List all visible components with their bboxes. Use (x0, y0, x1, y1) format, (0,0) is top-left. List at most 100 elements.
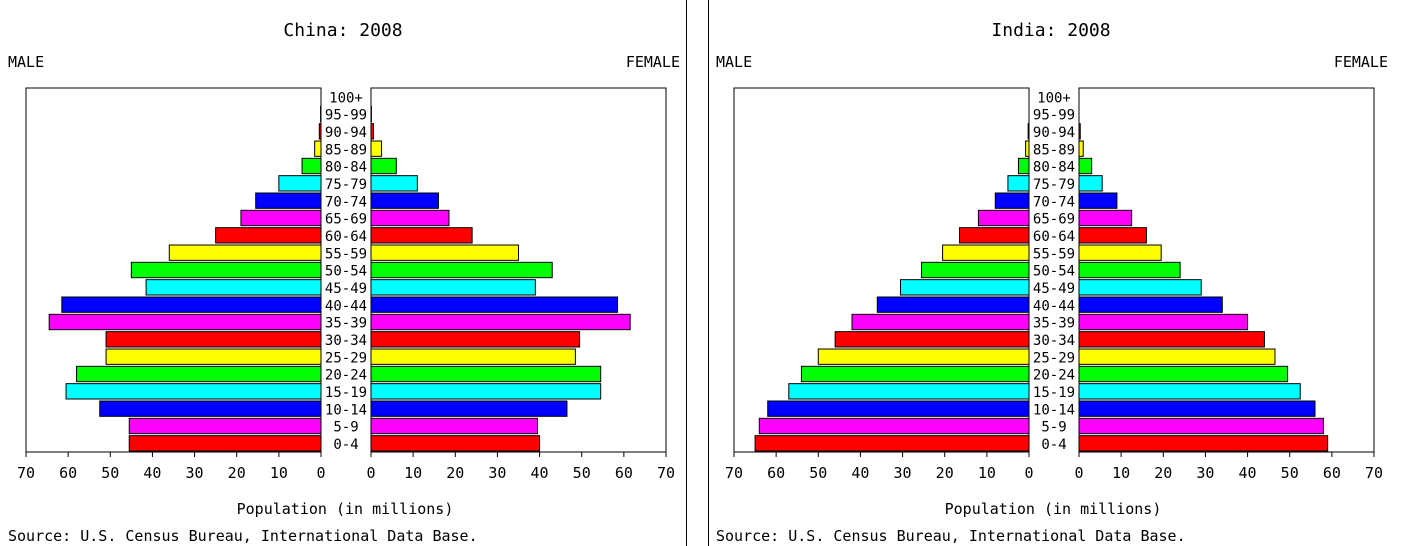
female-bar-35-39 (370, 313, 631, 331)
female-bar-85-89 (370, 140, 383, 157)
age-group-label: 100+ (1037, 90, 1071, 106)
female-axis-tick-label: 30 (1196, 464, 1214, 482)
female-axis-tick-label: 20 (446, 464, 464, 482)
male-bar-30-34 (105, 331, 322, 348)
male-axis-tick-label: 60 (767, 464, 785, 482)
female-bar-50-54 (370, 261, 553, 279)
age-group-label: 40-44 (325, 298, 367, 314)
age-group-label: 60-64 (1033, 229, 1075, 245)
age-group-label: 5-9 (1041, 420, 1066, 436)
age-group-label: 75-79 (1033, 177, 1075, 193)
female-bar-90-94 (1078, 123, 1081, 140)
male-bar-0-4 (128, 435, 322, 452)
male-axis-tick-label: 50 (809, 464, 827, 482)
india-pyramid-chart: India: 2008 MALE FEMALE Population (in m… (708, 0, 1394, 546)
female-bar-0-4 (1078, 435, 1329, 452)
male-bar-50-54 (130, 261, 322, 279)
male-axis-tick-label: 50 (101, 464, 119, 482)
chart-title: India: 2008 (991, 20, 1110, 41)
age-group-label: 25-29 (1033, 350, 1075, 366)
male-bar-20-24 (800, 365, 1030, 383)
age-group-label: 90-94 (325, 125, 367, 141)
age-group-label: 85-89 (325, 142, 367, 158)
male-bar-85-89 (314, 140, 322, 157)
male-bar-35-39 (851, 313, 1030, 331)
age-group-label: 10-14 (1033, 402, 1075, 418)
age-group-label: 65-69 (325, 212, 367, 228)
female-bar-10-14 (1078, 400, 1316, 417)
age-group-label: 45-49 (325, 281, 367, 297)
male-axis-tick-label: 60 (59, 464, 77, 482)
x-axis-label: Population (in millions) (237, 500, 454, 518)
male-bar-40-44 (61, 296, 322, 313)
male-axis-tick-label: 0 (1024, 464, 1033, 482)
age-group-label: 55-59 (1033, 246, 1075, 262)
male-bar-20-24 (76, 365, 322, 383)
female-bar-75-79 (1078, 175, 1103, 192)
male-axis-tick-label: 10 (270, 464, 288, 482)
male-axis-tick-label: 30 (186, 464, 204, 482)
female-bar-5-9 (1078, 417, 1324, 435)
female-axis-tick-label: 0 (1074, 464, 1083, 482)
male-bar-65-69 (977, 209, 1030, 227)
female-axis-tick-label: 70 (1365, 464, 1383, 482)
age-group-label: 0-4 (333, 437, 358, 453)
female-axis-tick-label: 40 (531, 464, 549, 482)
age-group-label: 35-39 (1033, 316, 1075, 332)
female-bar-65-69 (370, 209, 450, 227)
female-bar-40-44 (1078, 296, 1223, 313)
male-bar-80-84 (1017, 157, 1030, 175)
female-bar-45-49 (1078, 279, 1202, 296)
age-group-label: 70-74 (1033, 194, 1075, 210)
female-bar-30-34 (1078, 331, 1265, 348)
female-bar-50-54 (1078, 261, 1181, 279)
male-bar-55-59 (168, 244, 322, 261)
female-bar-70-74 (1078, 192, 1118, 209)
male-bar-10-14 (99, 400, 322, 417)
age-group-label: 85-89 (1033, 142, 1075, 158)
age-group-label: 0-4 (1041, 437, 1066, 453)
male-bar-0-4 (754, 435, 1030, 452)
china-pyramid-chart: China: 2008 MALE FEMALE Population (in m… (0, 0, 686, 546)
age-group-label: 100+ (329, 90, 363, 106)
female-bar-10-14 (370, 400, 568, 417)
female-axis-tick-label: 50 (1281, 464, 1299, 482)
age-group-label: 15-19 (1033, 385, 1075, 401)
male-bar-10-14 (767, 400, 1030, 417)
age-group-label: 40-44 (1033, 298, 1075, 314)
female-axis-tick-label: 60 (1323, 464, 1341, 482)
male-bar-60-64 (215, 227, 322, 244)
age-group-label: 50-54 (1033, 264, 1075, 280)
male-axis-tick-label: 40 (851, 464, 869, 482)
female-bar-45-49 (370, 279, 536, 296)
male-bar-75-79 (278, 175, 322, 192)
female-bar-5-9 (370, 417, 538, 435)
male-bar-70-74 (255, 192, 322, 209)
male-bar-40-44 (876, 296, 1030, 313)
india-chart-svg: India: 2008 MALE FEMALE Population (in m… (716, 20, 1388, 545)
female-bar-80-84 (370, 157, 397, 175)
female-bar-15-19 (1078, 383, 1301, 400)
age-group-label: 75-79 (325, 177, 367, 193)
female-axis-tick-label: 60 (615, 464, 633, 482)
female-bar-20-24 (1078, 365, 1289, 383)
female-axis-tick-label: 10 (1112, 464, 1130, 482)
age-group-label: 50-54 (325, 264, 367, 280)
age-group-label: 20-24 (325, 368, 367, 384)
male-label: MALE (8, 53, 44, 71)
male-bar-5-9 (128, 417, 322, 435)
female-bar-25-29 (370, 348, 576, 365)
age-group-label: 65-69 (1033, 212, 1075, 228)
x-axis-label: Population (in millions) (945, 500, 1162, 518)
male-bar-65-69 (240, 209, 322, 227)
panel-divider-left (686, 0, 687, 546)
male-axis-tick-label: 70 (17, 464, 35, 482)
male-bar-45-49 (899, 279, 1030, 296)
male-bar-60-64 (958, 227, 1030, 244)
female-bar-30-34 (370, 331, 581, 348)
male-bar-25-29 (817, 348, 1030, 365)
male-bar-90-94 (318, 123, 322, 140)
female-bar-0-4 (370, 435, 541, 452)
male-bar-35-39 (48, 313, 322, 331)
female-axis-tick-label: 0 (366, 464, 375, 482)
